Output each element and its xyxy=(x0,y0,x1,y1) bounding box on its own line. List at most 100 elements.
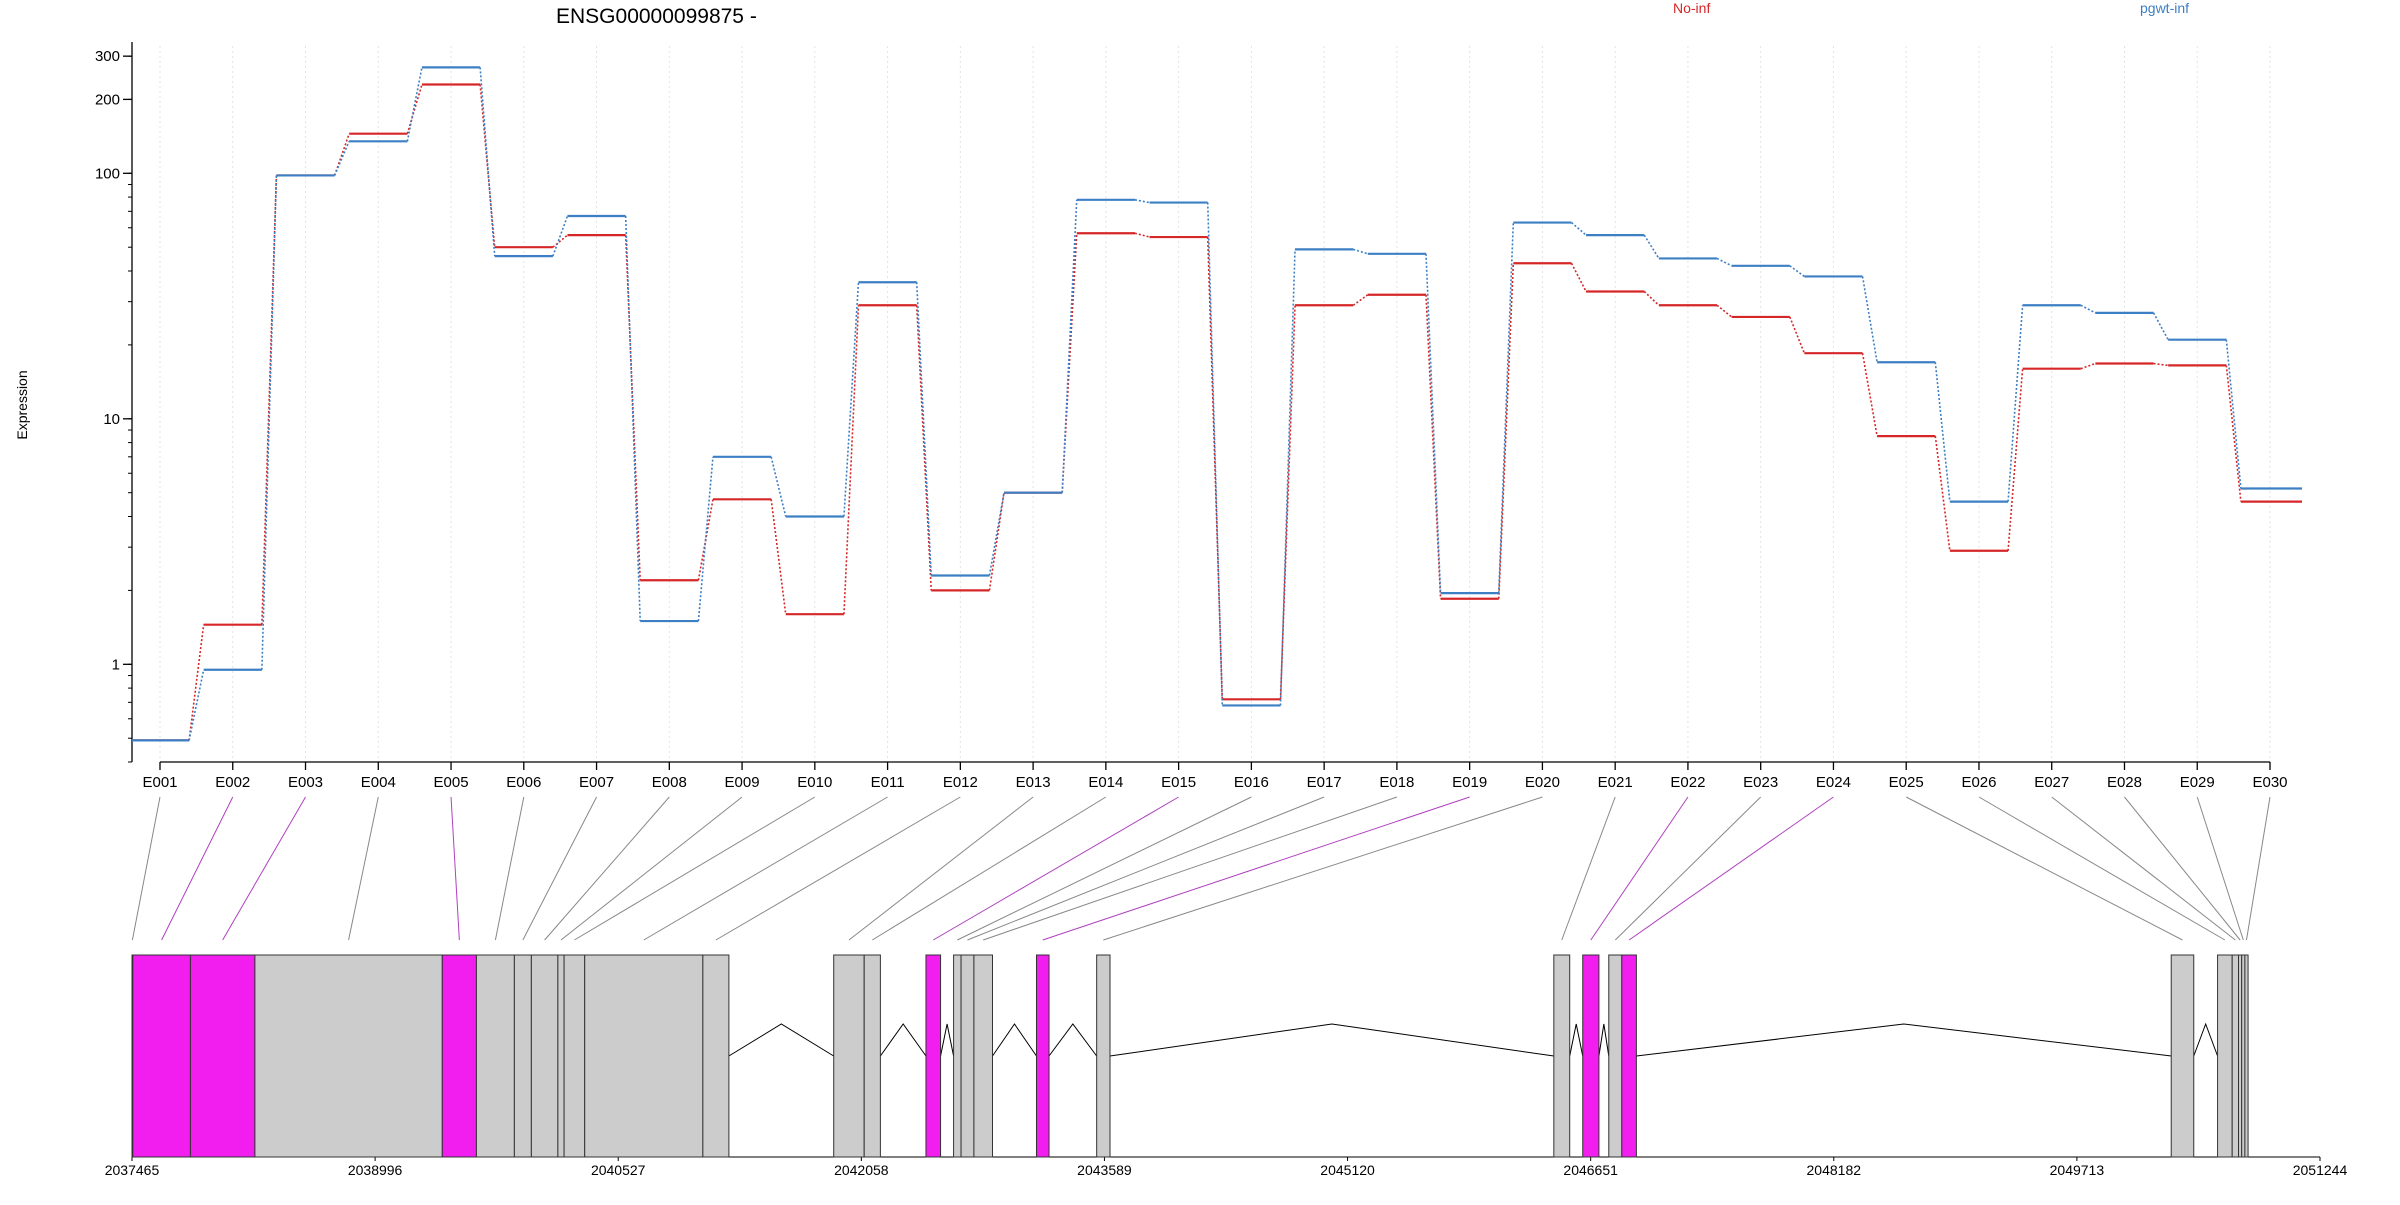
exon-link-line xyxy=(848,796,1034,941)
y-axis-label: Expression xyxy=(14,370,30,439)
series-no-inf-connector xyxy=(552,234,568,248)
series-pgwt-inf-connector xyxy=(915,282,933,576)
series-no-inf-connector xyxy=(2153,362,2169,367)
exon-link-line xyxy=(544,796,670,941)
series-pgwt-inf-connector xyxy=(1353,248,1369,255)
exon-link-line xyxy=(522,796,597,941)
exon-box-e021 xyxy=(1553,954,1571,1158)
intron-connector xyxy=(1109,1023,1554,1057)
series-pgwt-inf xyxy=(132,66,2302,742)
genomic-tick-label: 2046651 xyxy=(1563,1162,1618,1178)
exon-link-line xyxy=(574,796,816,941)
exon-box-e013 xyxy=(833,954,865,1158)
exon-link-line xyxy=(1103,796,1543,941)
exon-box-e009 xyxy=(557,954,565,1158)
genomic-tick-label: 2038996 xyxy=(348,1162,403,1178)
x-tick-label-e009: E009 xyxy=(725,774,760,791)
x-tick-label-e005: E005 xyxy=(434,774,469,791)
intron-connector xyxy=(940,1023,955,1057)
exon-box-e025 xyxy=(2170,954,2195,1158)
x-tick-label-e007: E007 xyxy=(579,774,614,791)
exon-link-line xyxy=(1590,796,1689,941)
exon-link-line xyxy=(131,796,161,941)
exon-box-e019 xyxy=(1035,954,1050,1158)
series-pgwt-inf-connector xyxy=(1643,234,1660,259)
series-no-inf-connector xyxy=(1352,294,1369,306)
exon-box-e017 xyxy=(960,954,975,1158)
series-pgwt-inf-connector xyxy=(1789,265,1805,278)
series-no-inf-connector xyxy=(1206,237,1224,700)
x-tick-label-e021: E021 xyxy=(1598,774,1633,791)
exon-link-line xyxy=(933,796,1179,941)
y-tick-label: 10 xyxy=(103,411,120,428)
exon-box-e022 xyxy=(1582,954,1600,1158)
series-pgwt-inf-connector xyxy=(2080,304,2096,314)
legend-entry-no-inf: No-inf xyxy=(1673,0,1710,16)
intron-connector xyxy=(2193,1022,2219,1057)
intron-connector xyxy=(1636,1023,2172,1057)
genomic-tick-label: 2048182 xyxy=(1807,1162,1862,1178)
exon-box-e023 xyxy=(1608,954,1623,1158)
exon-box-e002 xyxy=(132,954,191,1158)
exon-link-line xyxy=(1978,796,2226,941)
x-tick-label-e020: E020 xyxy=(1525,774,1560,791)
genomic-tick-label: 2037465 xyxy=(105,1162,160,1178)
series-no-inf-connector xyxy=(1061,233,1078,493)
genomic-tick-label: 2043589 xyxy=(1077,1162,1132,1178)
exon-box-e018 xyxy=(973,954,993,1158)
exon-box-e008 xyxy=(530,954,559,1158)
exon-box-e026 xyxy=(2217,954,2233,1158)
series-pgwt-inf-connector xyxy=(1497,222,1515,594)
gene-model-layer: 2037465 2038996 2040527 2042058 2043589 20451… xyxy=(105,796,2347,1178)
exon-link-line xyxy=(450,796,460,941)
exon-box-e015 xyxy=(925,954,942,1158)
genomic-tick-label: 2042058 xyxy=(834,1162,889,1178)
x-tick-label-e011: E011 xyxy=(871,774,905,791)
x-tick-label-e003: E003 xyxy=(288,774,323,791)
series-pgwt-inf-connector xyxy=(697,456,714,622)
series-no-inf-connector xyxy=(1716,304,1733,318)
series-pgwt-inf-connector xyxy=(406,67,423,142)
x-tick-label-e006: E006 xyxy=(506,774,541,791)
exon-link-line xyxy=(494,796,525,941)
x-tick-label-e004: E004 xyxy=(361,774,396,791)
y-tick-label: 100 xyxy=(95,165,120,182)
x-tick-label-e001: E001 xyxy=(142,774,177,791)
exon-box-e020 xyxy=(1096,954,1111,1158)
series-no-inf-connector xyxy=(915,305,933,591)
series-pgwt-inf-connector xyxy=(1934,362,1951,502)
x-tick-label-e012: E012 xyxy=(943,774,978,791)
x-tick-label-e017: E017 xyxy=(1307,774,1342,791)
exon-link-line xyxy=(957,796,1252,941)
exon-box-e004 xyxy=(254,954,443,1158)
series-no-inf-connector xyxy=(770,499,787,615)
exon-link-line xyxy=(2245,796,2271,941)
series-no-inf-connector xyxy=(1643,290,1660,306)
genomic-tick-label: 2049713 xyxy=(2050,1162,2105,1178)
chart-title: ENSG00000099875 - xyxy=(556,5,757,28)
series-no-inf-connector xyxy=(1861,353,1878,437)
series-no-inf-connector xyxy=(988,492,1005,591)
series-no-inf xyxy=(132,83,2302,742)
x-tick-label-e027: E027 xyxy=(2034,774,2069,791)
genomic-tick-label: 2040527 xyxy=(591,1162,646,1178)
series-pgwt-inf-connector xyxy=(1425,253,1442,594)
series-no-inf-connector xyxy=(1789,316,1806,354)
exon-box-e024 xyxy=(1621,954,1637,1158)
genomic-tick-label: 2045120 xyxy=(1320,1162,1375,1178)
series-no-inf-connector xyxy=(1134,232,1150,238)
series-no-inf-connector xyxy=(1279,305,1296,700)
series-pgwt-inf-connector xyxy=(1061,199,1078,493)
exon-box-e027 xyxy=(2231,954,2240,1158)
series-no-inf-connector xyxy=(1934,436,1951,551)
series-pgwt-inf-connector xyxy=(2007,305,2024,502)
exon-box-e016 xyxy=(953,954,962,1158)
intron-connector xyxy=(879,1023,927,1057)
x-tick-label-e008: E008 xyxy=(652,774,687,791)
x-tick-label-e030: E030 xyxy=(2252,774,2287,791)
x-tick-label-e018: E018 xyxy=(1379,774,1414,791)
exon-link-line xyxy=(643,796,888,941)
series-no-inf-connector xyxy=(1425,294,1442,599)
exon-box-e010 xyxy=(563,954,586,1158)
